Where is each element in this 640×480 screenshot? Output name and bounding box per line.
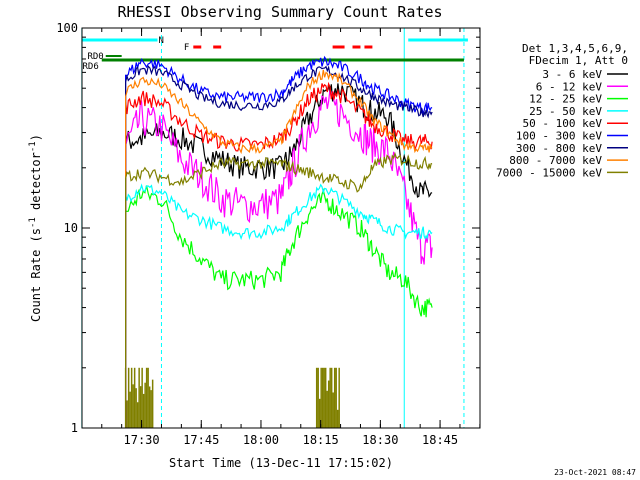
y-axis-label-sup2: -1 (28, 141, 38, 152)
footer-timestamp: 23-Oct-2021 08:47 (554, 468, 636, 477)
x-axis-label: Start Time (13-Dec-11 17:15:02) (169, 456, 393, 470)
series-line-4 (124, 81, 433, 428)
x-tick-label-4: 18:30 (362, 433, 398, 447)
series-line-7 (124, 69, 433, 428)
y-tick-label-0: 1 (71, 421, 78, 435)
y-axis-label-text: Count Rate (s (29, 228, 43, 322)
series-line-1 (124, 89, 433, 428)
series-line-2 (124, 185, 433, 428)
legend-header-line-1: Det 1,3,4,5,6,9, (522, 42, 628, 55)
chart-title: RHESSI Observing Summary Count Rates (117, 3, 442, 21)
x-tick-label-1: 17:45 (183, 433, 219, 447)
y-tick-label-1: 10 (64, 221, 78, 235)
x-tick-label-0: 17:30 (124, 433, 160, 447)
legend-entry-label-4: 50 - 100 keV (523, 117, 603, 130)
x-tick-label-2: 18:00 (243, 433, 279, 447)
flag-label-n: N (158, 36, 163, 46)
y-axis-label-tail: detector (29, 152, 43, 217)
series-line-5 (124, 55, 433, 428)
series-line-3 (124, 183, 433, 428)
y-tick-label-2: 100 (56, 21, 78, 35)
flag-label-f: F (184, 43, 189, 53)
legend-entry-label-0: 3 - 6 keV (542, 68, 602, 81)
legend-entry-label-3: 25 - 50 keV (529, 105, 602, 118)
legend: Det 1,3,4,5,6,9, FDecim 1, Att 0 3 - 6 k… (496, 42, 628, 179)
legend-entry-label-8: 7000 - 15000 keV (496, 166, 602, 179)
legend-entry-label-1: 6 - 12 keV (536, 80, 603, 93)
legend-entry-label-5: 100 - 300 keV (516, 130, 602, 143)
legend-entry-label-2: 12 - 25 keV (529, 93, 602, 106)
y-axis-label: Count Rate (s-1 detector-1) (28, 134, 43, 322)
y-axis-label-sup: -1 (28, 217, 38, 228)
axes: 1 10 100 17:30 17:45 18:00 18:15 18:30 18:45 (56, 21, 481, 447)
legend-header-line-2: FDecim 1, Att 0 (529, 54, 628, 67)
x-tick-label-3: 18:15 (303, 433, 339, 447)
legend-entry-label-6: 300 - 800 keV (516, 142, 602, 155)
legend-entry-label-7: 800 - 7000 keV (509, 154, 602, 167)
series-line-6 (124, 64, 433, 428)
flag-label-rd0: RD0 (87, 52, 103, 62)
flag-label-rd6: RD6 (83, 62, 99, 72)
x-tick-label-5: 18:45 (422, 433, 458, 447)
y-axis-label-end: ) (29, 134, 43, 141)
series-line-8 (124, 151, 433, 428)
